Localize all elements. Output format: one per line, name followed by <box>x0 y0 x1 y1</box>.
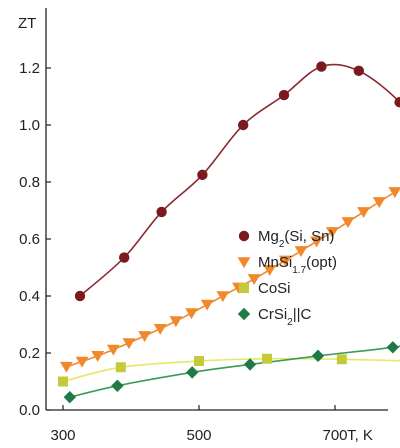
y-tick-label: 1.2 <box>19 60 40 77</box>
legend-marker-3 <box>237 307 251 321</box>
legend-marker-2 <box>239 283 249 293</box>
data-point-1 <box>372 197 386 209</box>
data-point-0 <box>238 119 249 131</box>
legend-label-1: MnSi1.7(opt) <box>258 254 337 276</box>
axis-ticks: 0.0 0.2 0.4 0.6 0.8 1.0 1.2 300 500 700 <box>19 60 347 444</box>
data-point-2 <box>336 354 347 365</box>
series-markers <box>58 61 400 404</box>
data-point-1 <box>75 356 89 368</box>
legend: Mg2(Si, Sn) MnSi1.7(opt) CoSi CrSi2||C <box>237 228 337 328</box>
x-axis-label: T, K <box>347 427 373 444</box>
data-point-1 <box>325 227 339 238</box>
data-point-3 <box>386 341 399 354</box>
data-point-1 <box>278 255 292 267</box>
data-point-0 <box>74 290 86 302</box>
data-point-1 <box>263 264 277 276</box>
data-point-2 <box>194 355 204 366</box>
data-point-1 <box>388 187 400 199</box>
data-point-1 <box>169 316 183 328</box>
y-tick-label: 0.2 <box>19 345 40 362</box>
data-point-1 <box>185 308 198 320</box>
legend-label-2: CoSi <box>258 280 291 297</box>
axes: ZT T, K <box>18 8 388 444</box>
data-point-1 <box>153 323 167 335</box>
data-point-1 <box>106 344 120 356</box>
legend-marker-0 <box>238 230 250 242</box>
data-point-1 <box>138 331 151 342</box>
data-point-0 <box>119 252 130 263</box>
y-tick-label: 0.6 <box>19 231 40 248</box>
data-point-0 <box>156 206 167 218</box>
x-tick-label: 500 <box>186 427 211 444</box>
data-point-3 <box>63 390 76 404</box>
data-point-1 <box>247 274 261 285</box>
y-axis-label: ZT <box>18 15 36 32</box>
legend-label-3: CrSi2||C <box>258 306 312 328</box>
data-point-0 <box>316 61 327 72</box>
series-line-0 <box>79 63 400 297</box>
data-point-2 <box>115 362 126 373</box>
y-tick-label: 0.4 <box>19 288 40 305</box>
data-point-3 <box>111 379 124 392</box>
legend-marker-1 <box>237 257 251 269</box>
data-point-0 <box>394 97 400 108</box>
data-point-2 <box>58 376 68 387</box>
data-point-1 <box>216 291 230 303</box>
data-point-1 <box>200 299 214 311</box>
data-point-2 <box>262 353 272 364</box>
series-line-2 <box>62 357 400 383</box>
data-point-1 <box>357 207 370 219</box>
data-point-1 <box>91 351 105 362</box>
data-point-1 <box>310 236 324 248</box>
series-line-1 <box>66 187 400 368</box>
y-tick-label: 0.8 <box>19 174 40 191</box>
data-point-0 <box>278 89 290 101</box>
x-tick-label: 700 <box>322 427 347 444</box>
data-point-0 <box>353 65 364 77</box>
data-point-3 <box>311 349 325 363</box>
y-tick-label: 0.0 <box>19 402 40 419</box>
data-point-1 <box>341 217 355 228</box>
x-tick-label: 300 <box>50 427 75 444</box>
data-point-1 <box>122 338 136 350</box>
data-point-1 <box>60 361 73 373</box>
data-point-1 <box>294 246 308 258</box>
data-point-3 <box>243 358 257 371</box>
legend-label-0: Mg2(Si, Sn) <box>258 228 334 250</box>
data-point-0 <box>197 169 208 181</box>
data-point-3 <box>186 366 199 379</box>
y-tick-label: 1.0 <box>19 117 40 134</box>
